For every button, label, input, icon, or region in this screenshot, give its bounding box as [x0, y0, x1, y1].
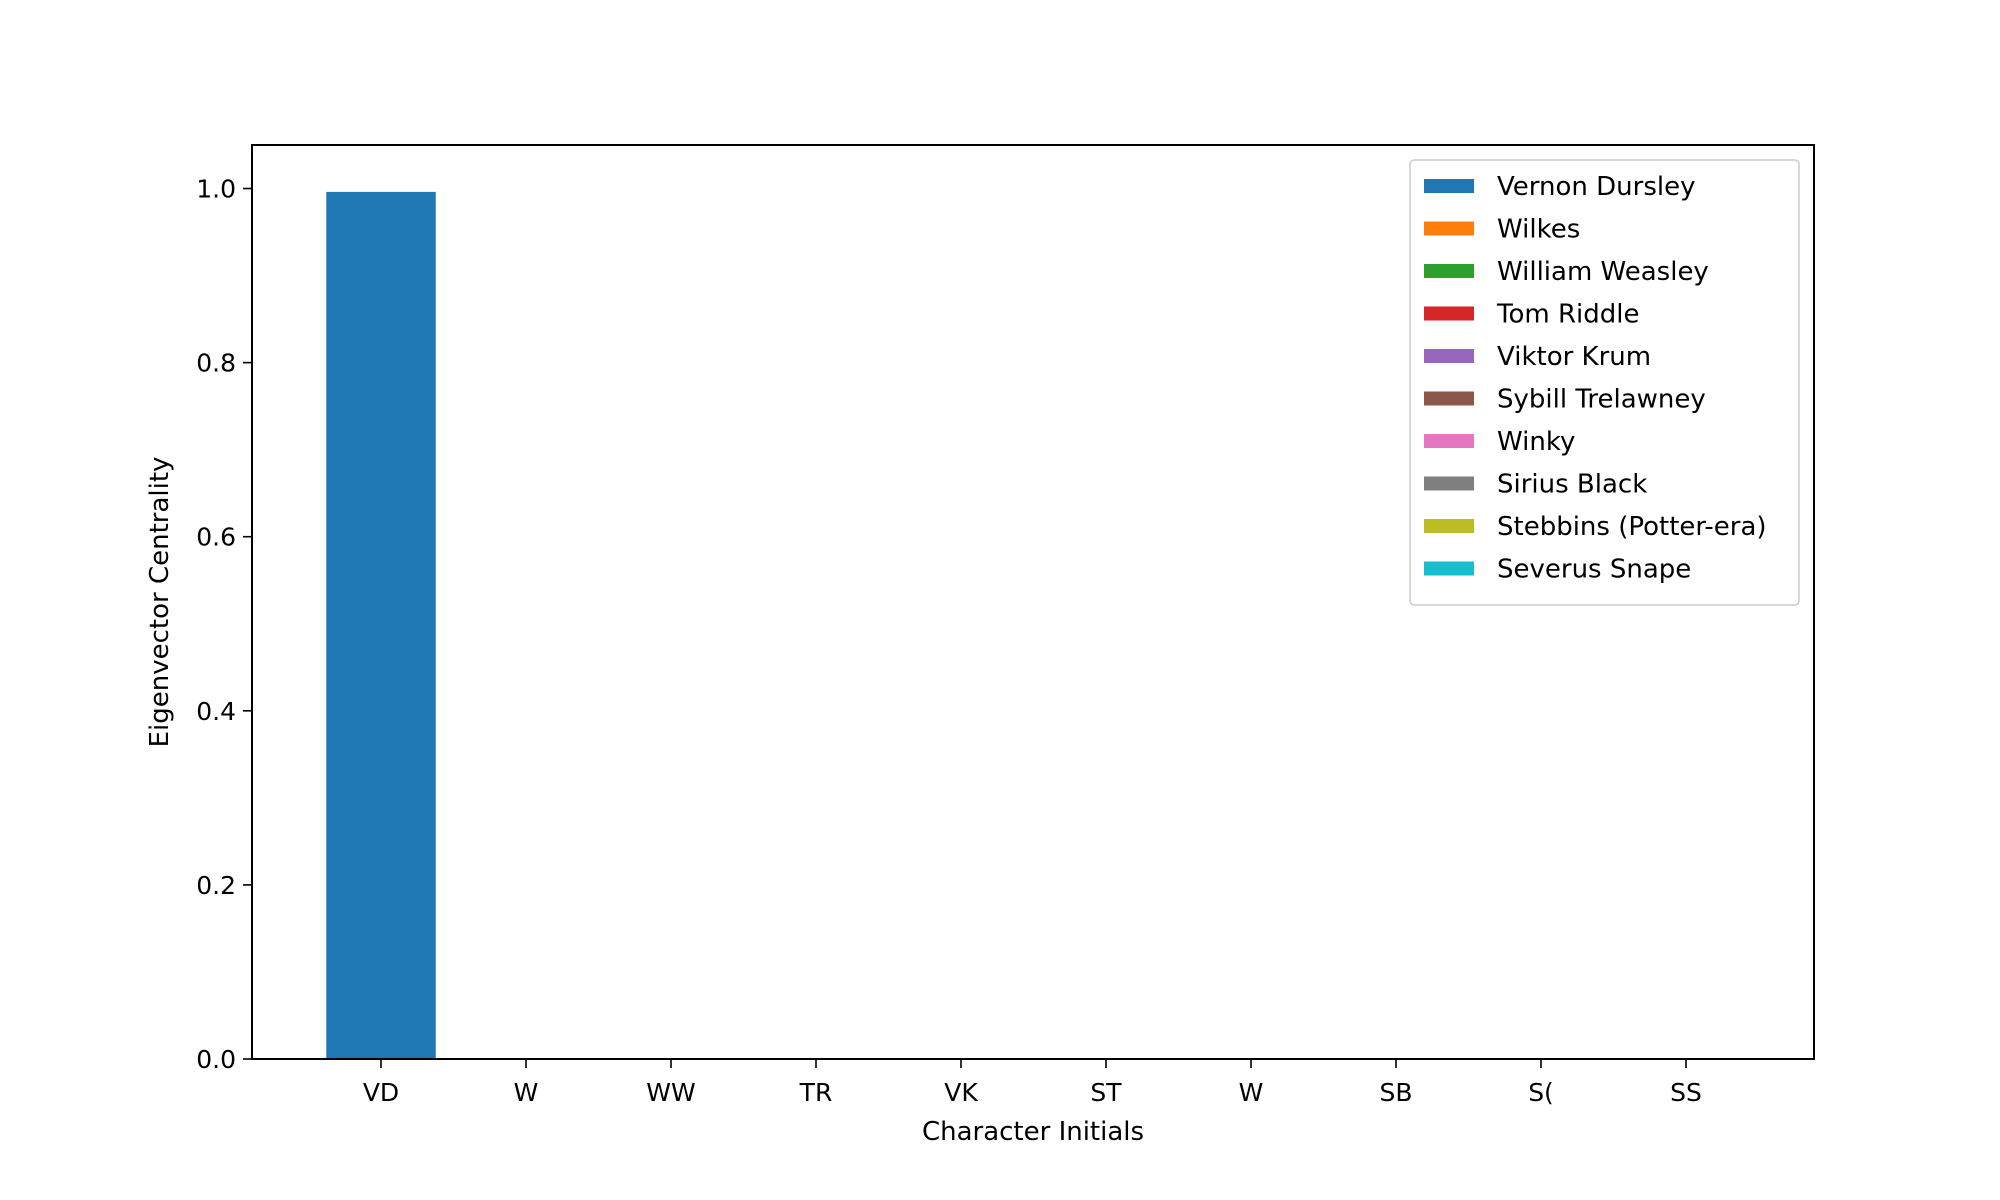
bar-0: [324, 190, 438, 1060]
x-tick-label: W: [1239, 1078, 1264, 1107]
legend-label: Tom Riddle: [1496, 300, 1639, 330]
x-tick-label: VK: [944, 1078, 978, 1107]
legend-label: Stebbins (Potter-era): [1497, 512, 1767, 542]
legend-swatch: [1424, 476, 1474, 491]
x-tick-label: S(: [1528, 1078, 1554, 1107]
plot-area-frame: [251, 144, 1815, 1060]
legend-swatch: [1424, 179, 1474, 193]
x-tick-label: W: [514, 1078, 539, 1107]
legend-swatch: [1424, 434, 1474, 448]
x-tick-label: VD: [363, 1078, 399, 1107]
x-tick-label: SB: [1379, 1078, 1412, 1107]
y-tick-label: 0.0: [196, 1045, 236, 1074]
y-tick-label: 0.4: [196, 697, 236, 726]
legend-label: Winky: [1497, 427, 1575, 457]
y-axis-label: Eigenvector Centrality: [145, 457, 175, 748]
x-axis-label: Character Initials: [922, 1117, 1144, 1147]
legend-label: William Weasley: [1497, 257, 1709, 287]
y-axis-ticks: 0.0 0.2 0.4 0.6 0.8 1.0: [196, 175, 252, 1074]
legend-label: Vernon Dursley: [1497, 172, 1695, 202]
legend-label: Sybill Trelawney: [1497, 385, 1706, 415]
y-tick-label: 0.2: [196, 871, 236, 900]
y-tick-label: 1.0: [196, 175, 236, 204]
x-axis-ticks: VD W WW TR VK ST W SB S(SS: [363, 1059, 1702, 1107]
x-tick-label: WW: [646, 1078, 695, 1107]
legend-swatch: [1424, 519, 1474, 533]
legend-swatch: [1424, 221, 1474, 236]
legend-label: Wilkes: [1497, 215, 1580, 245]
legend-frame: [1409, 159, 1800, 606]
legend-label: Sirius Black: [1497, 470, 1647, 500]
x-tick-label: TR: [799, 1078, 833, 1107]
legend: Vernon Dursley Wilkes William Weasley Tom R…: [1409, 159, 1800, 606]
x-tick-label: SS: [1670, 1078, 1702, 1107]
legend-swatch: [1424, 264, 1474, 278]
legend-label: Severus Snape: [1497, 555, 1691, 585]
x-tick-label: ST: [1090, 1078, 1122, 1107]
legend-label: Viktor Krum: [1497, 342, 1651, 372]
legend-swatch: [1424, 349, 1474, 363]
legend-swatch: [1424, 391, 1474, 406]
bars-group: [324, 190, 438, 1060]
y-tick-label: 0.8: [196, 349, 236, 378]
legend-swatch: [1424, 561, 1474, 576]
y-tick-label: 0.6: [196, 523, 236, 552]
legend-swatch: [1424, 306, 1474, 321]
